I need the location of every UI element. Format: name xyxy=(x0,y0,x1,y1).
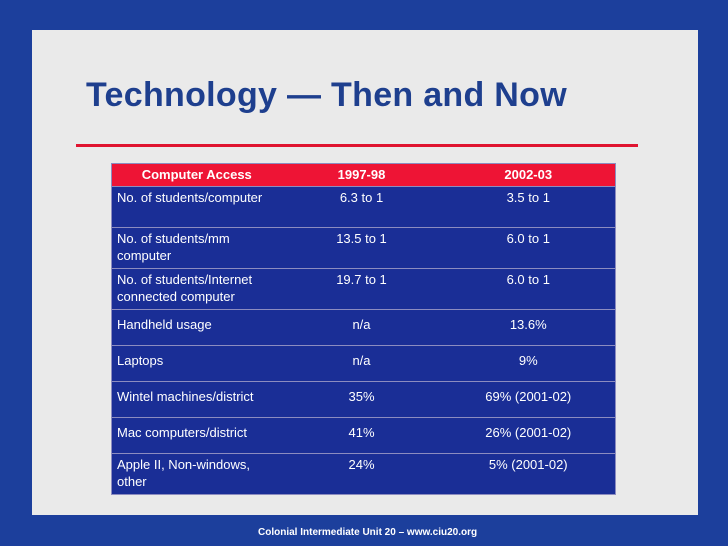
value-1997-98: 41% xyxy=(281,417,442,454)
value-2002-03: 6.0 to 1 xyxy=(441,227,616,269)
value-1997-98: 24% xyxy=(281,453,442,495)
table-row: Mac computers/district 41% 26% (2001-02) xyxy=(111,417,616,454)
row-label: No. of students/mm computer xyxy=(111,227,282,269)
table-row: No. of students/mm computer 13.5 to 1 6.… xyxy=(111,227,616,269)
value-2002-03: 26% (2001-02) xyxy=(441,417,616,454)
table-row: No. of students/Internet connected compu… xyxy=(111,268,616,310)
value-2002-03: 5% (2001-02) xyxy=(441,453,616,495)
table-row: Laptops n/a 9% xyxy=(111,345,616,382)
value-1997-98: 35% xyxy=(281,381,442,418)
computer-access-table: Computer Access 1997-98 2002-03 No. of s… xyxy=(111,163,616,495)
table-row: Apple II, Non-windows, other 24% 5% (200… xyxy=(111,453,616,495)
row-label: Apple II, Non-windows, other xyxy=(111,453,282,495)
row-label: No. of students/Internet connected compu… xyxy=(111,268,282,310)
page-title: Technology — Then and Now xyxy=(86,76,567,114)
row-label: Mac computers/district xyxy=(111,417,282,454)
header-1997-98: 1997-98 xyxy=(281,163,442,187)
value-2002-03: 69% (2001-02) xyxy=(441,381,616,418)
value-1997-98: 19.7 to 1 xyxy=(281,268,442,310)
row-label: Laptops xyxy=(111,345,282,382)
value-2002-03: 13.6% xyxy=(441,309,616,346)
footer-text: Colonial Intermediate Unit 20 – www.ciu2… xyxy=(258,527,478,538)
table-row: No. of students/computer 6.3 to 1 3.5 to… xyxy=(111,186,616,228)
row-label: Handheld usage xyxy=(111,309,282,346)
row-label: Wintel machines/district xyxy=(111,381,282,418)
value-2002-03: 3.5 to 1 xyxy=(441,186,616,228)
value-1997-98: 13.5 to 1 xyxy=(281,227,442,269)
value-2002-03: 6.0 to 1 xyxy=(441,268,616,310)
value-1997-98: n/a xyxy=(281,309,442,346)
title-underline xyxy=(76,144,638,147)
header-computer-access: Computer Access xyxy=(111,163,282,187)
header-2002-03: 2002-03 xyxy=(441,163,616,187)
table-header-row: Computer Access 1997-98 2002-03 xyxy=(111,163,616,187)
slide-panel: Technology — Then and Now Computer Acces… xyxy=(32,30,698,515)
row-label: No. of students/computer xyxy=(111,186,282,228)
value-1997-98: n/a xyxy=(281,345,442,382)
table-row: Wintel machines/district 35% 69% (2001-0… xyxy=(111,381,616,418)
value-1997-98: 6.3 to 1 xyxy=(281,186,442,228)
table-row: Handheld usage n/a 13.6% xyxy=(111,309,616,346)
value-2002-03: 9% xyxy=(441,345,616,382)
